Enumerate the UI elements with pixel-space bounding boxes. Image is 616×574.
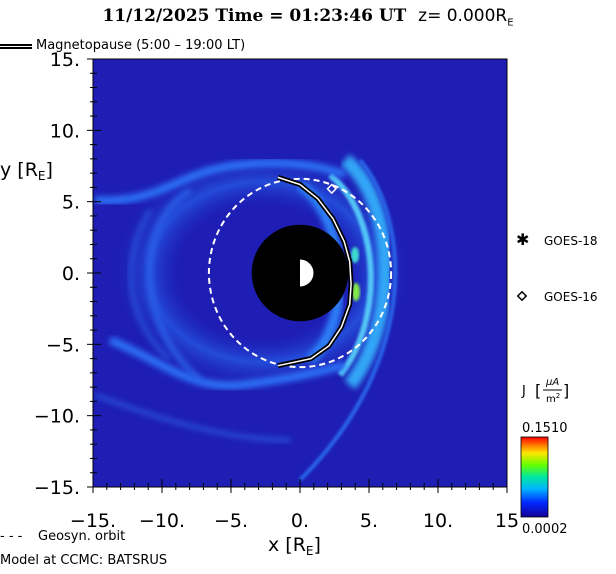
geosync-legend: - - - Geosyn. orbit <box>0 529 125 544</box>
diamond-icon <box>516 290 528 302</box>
model-credit: Model at CCMC: BATSRUS <box>0 553 168 568</box>
y-tick-label: −15. <box>34 477 80 499</box>
x-tick-label: 5. <box>360 510 378 532</box>
x-tick-label: −15. <box>70 510 116 532</box>
svg-text:- - -: - - - <box>0 529 23 544</box>
svg-text:μA: μA <box>545 377 559 388</box>
goes-16-legend: GOES-16 <box>516 290 598 304</box>
y-tick-label: −10. <box>34 406 80 428</box>
y-tick-label: 5. <box>62 192 80 214</box>
x-tick-label: 10. <box>423 510 453 532</box>
plot-title: 11/12/2025 Time = 01:23:46 UT z= 0.000RE <box>0 6 616 28</box>
svg-text:[: [ <box>535 381 541 400</box>
colorbar: J [ μA m2 ] 0.1510 0.0002 <box>520 377 569 537</box>
svg-text:x [RE]: x [RE] <box>268 534 321 558</box>
x-tick-label: −10. <box>139 510 185 532</box>
y-axis-label: y [RE] <box>0 159 53 183</box>
earth-night-side <box>286 259 300 287</box>
x-axis-label: x [RE] <box>268 534 321 558</box>
svg-text:]: ] <box>563 381 569 400</box>
svg-text:y [RE]: y [RE] <box>0 159 53 183</box>
svg-text:GOES-18: GOES-18 <box>544 234 598 248</box>
x-tick-label: 0. <box>291 510 309 532</box>
magnetopause-line <box>277 176 352 367</box>
geosync-orbit <box>207 177 393 369</box>
svg-text:GOES-16: GOES-16 <box>544 290 598 304</box>
satellite-marker-goes-18 <box>326 183 338 195</box>
svg-text:Geosyn. orbit: Geosyn. orbit <box>38 529 125 544</box>
svg-text:0.1510: 0.1510 <box>522 421 568 436</box>
x-tick-label: 15 <box>495 510 519 532</box>
title-time: 11/12/2025 Time = 01:23:46 UT <box>102 6 407 26</box>
svg-text:m2: m2 <box>546 392 560 405</box>
magnetopause-legend-line <box>0 44 32 49</box>
goes-18-legend: ✱ GOES-18 <box>516 230 598 249</box>
magnetopause-legend-label: Magnetopause (5:00 – 19:00 LT) <box>36 38 246 53</box>
y-tick-label: 10. <box>50 120 80 142</box>
y-tick-label: 0. <box>62 263 80 285</box>
y-tick-label: 15. <box>50 49 80 71</box>
svg-text:0.0002: 0.0002 <box>522 522 568 537</box>
colorbar-gradient <box>520 436 549 518</box>
svg-text:J: J <box>521 384 526 399</box>
asterisk-icon: ✱ <box>516 230 529 249</box>
axis-tick-labels: −15. −10. −5. 0. 5. 10. 15 15. 10. 5. 0. −5. −10. −15… <box>34 49 519 532</box>
axis-ticks <box>87 58 508 493</box>
x-tick-label: −5. <box>214 510 248 532</box>
title-z: z= 0.000RE <box>418 6 514 29</box>
y-tick-label: −5. <box>46 334 80 356</box>
